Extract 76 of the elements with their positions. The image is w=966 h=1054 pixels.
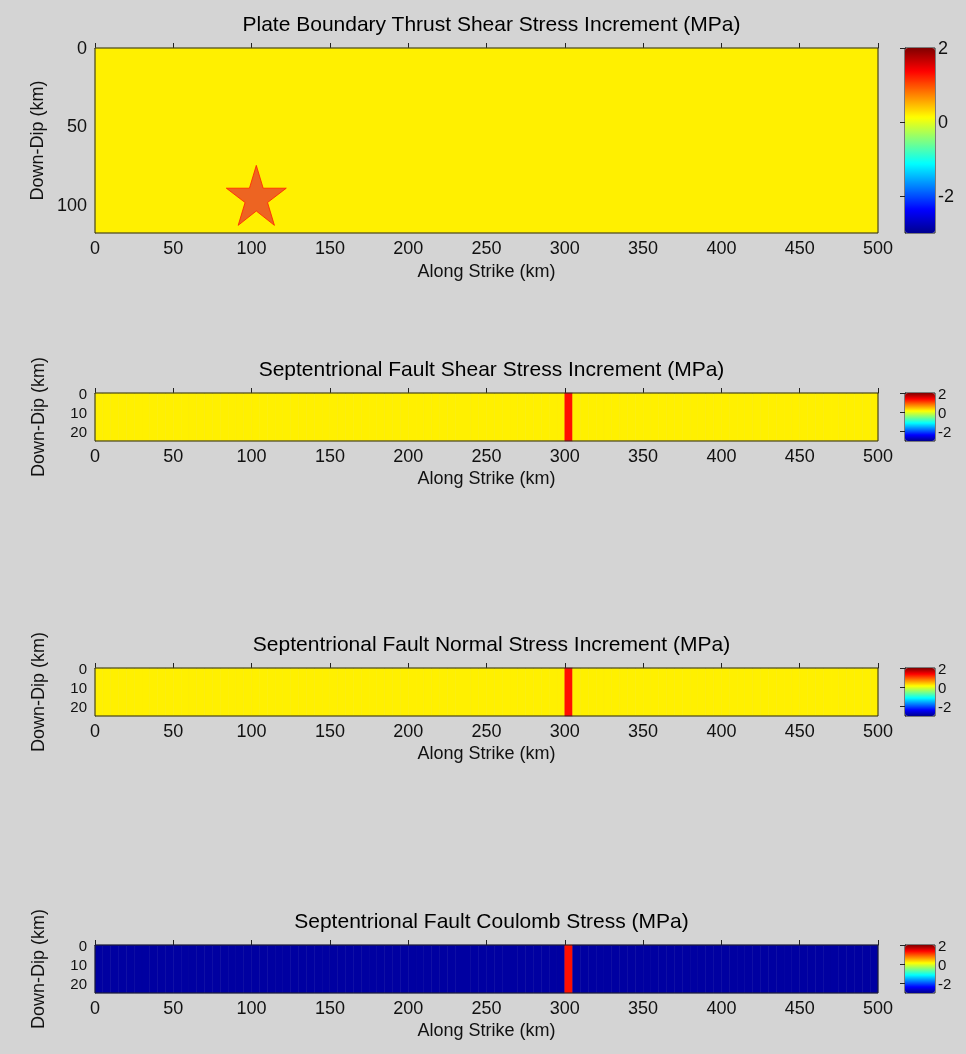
x-tick-label: 250 — [471, 238, 502, 258]
y-tick-label: 10 — [70, 955, 87, 973]
x-tick-label: 150 — [314, 238, 345, 258]
x-tick-label: 400 — [706, 446, 737, 466]
color-bar-label: 2 — [938, 38, 949, 58]
x-tick-label: 450 — [784, 446, 815, 466]
x-tick-label: 350 — [628, 238, 659, 258]
x-tick-label: 300 — [549, 998, 580, 1018]
y-tick-label: 100 — [56, 194, 87, 215]
x-tick-label: 100 — [236, 998, 267, 1018]
color-bar-label: -2 — [938, 186, 955, 206]
x-tick-label: 50 — [163, 446, 184, 466]
chart-title: Septentrional Fault Normal Stress Increment (MPa) — [252, 632, 731, 655]
color-bar-label: 0 — [938, 678, 947, 696]
x-tick-label: 500 — [862, 998, 894, 1018]
y-tick-label: 20 — [70, 974, 87, 992]
x-tick-label: 300 — [549, 721, 580, 741]
x-tick-label: 150 — [314, 446, 345, 466]
color-bar-label: -2 — [938, 697, 952, 715]
x-tick-label: 350 — [628, 721, 659, 741]
x-tick-label: 450 — [784, 721, 815, 741]
x-axis-title: Along Strike (km) — [417, 260, 556, 281]
x-tick-label: 350 — [628, 446, 659, 466]
y-axis-title: Down-Dip (km) — [28, 908, 48, 1030]
y-tick-label: 20 — [70, 422, 87, 440]
y-tick-label: 0 — [78, 659, 87, 677]
x-tick-label: 450 — [784, 238, 815, 258]
x-axis-title: Along Strike (km) — [417, 468, 556, 488]
y-tick-label: 20 — [70, 697, 87, 715]
x-tick-label: 50 — [163, 721, 184, 741]
x-tick-label: 500 — [862, 446, 894, 466]
x-tick-label: 300 — [549, 446, 580, 466]
y-tick-label: 0 — [76, 38, 87, 58]
y-tick-label: 10 — [70, 678, 87, 696]
y-tick-label: 0 — [78, 384, 87, 402]
color-bar-label: 2 — [938, 659, 947, 677]
x-tick-label: 350 — [628, 998, 659, 1018]
x-tick-label: 150 — [314, 721, 345, 741]
y-tick-label: 50 — [66, 116, 87, 137]
x-tick-label: 50 — [163, 238, 184, 258]
y-tick-label: 10 — [70, 403, 87, 421]
x-tick-label: 250 — [471, 721, 502, 741]
x-tick-label: 100 — [236, 446, 267, 466]
x-tick-label: 200 — [393, 446, 424, 466]
x-tick-label: 200 — [393, 238, 424, 258]
color-bar-label: 2 — [938, 384, 947, 402]
x-tick-label: 100 — [236, 238, 267, 258]
x-tick-label: 500 — [862, 721, 894, 741]
x-tick-label: 250 — [471, 998, 502, 1018]
color-bar-label: -2 — [938, 974, 952, 992]
color-bar-label: 0 — [938, 403, 947, 421]
color-bar-label: -2 — [938, 422, 952, 440]
chart-title: Plate Boundary Thrust Shear Stress Increment (MPa) — [242, 12, 741, 35]
color-bar-label: 0 — [938, 955, 947, 973]
x-tick-label: 400 — [706, 721, 737, 741]
x-tick-label: 100 — [236, 721, 267, 741]
chart-title: Septentrional Fault Coulomb Stress (MPa) — [294, 909, 689, 932]
color-bar-label: 2 — [938, 936, 947, 954]
x-tick-label: 400 — [706, 238, 737, 258]
x-tick-label: 500 — [862, 238, 894, 258]
x-axis-title: Along Strike (km) — [417, 743, 556, 763]
chart-title: Septentrional Fault Shear Stress Increment (MPa) — [258, 357, 725, 380]
x-tick-label: 200 — [393, 998, 424, 1018]
x-tick-label: 450 — [784, 998, 815, 1018]
y-tick-label: 0 — [78, 936, 87, 954]
x-axis-title: Along Strike (km) — [417, 1020, 556, 1040]
x-tick-label: 300 — [549, 238, 580, 258]
x-tick-label: 50 — [163, 998, 184, 1018]
color-bar-label: 0 — [938, 112, 949, 132]
x-tick-label: 200 — [393, 721, 424, 741]
y-axis-title: Down-Dip (km) — [28, 356, 48, 478]
y-axis-title: Down-Dip (km) — [27, 80, 48, 201]
y-axis-title: Down-Dip (km) — [28, 631, 48, 753]
x-tick-label: 150 — [314, 998, 345, 1018]
x-tick-label: 400 — [706, 998, 737, 1018]
x-tick-label: 250 — [471, 446, 502, 466]
